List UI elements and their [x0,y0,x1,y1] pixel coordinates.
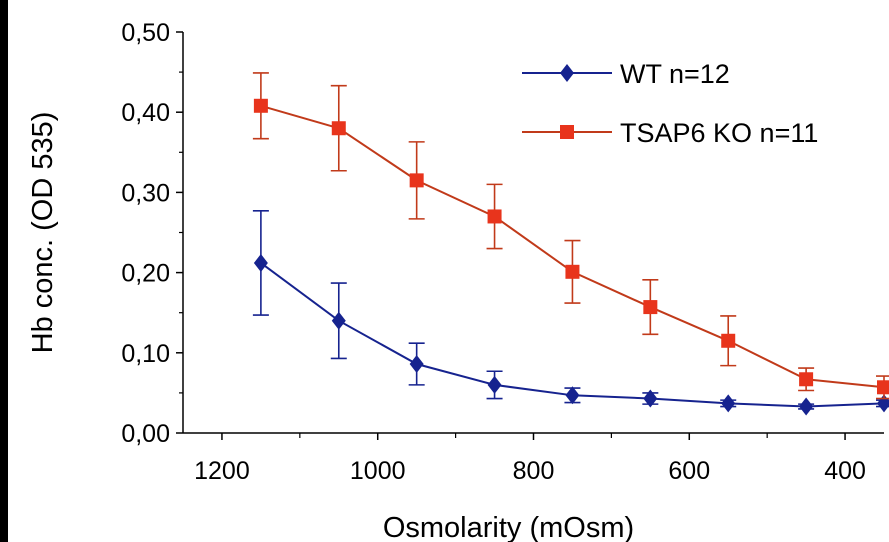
data-point [799,372,814,387]
data-point [331,121,346,136]
data-point [643,300,658,315]
x-tick-label: 1000 [350,457,406,485]
data-point [721,333,736,348]
x-axis-label: Osmolarity (mOsm) [383,512,634,542]
x-tick-label: 600 [668,457,710,485]
y-tick-label: 0,20 [121,260,170,288]
data-point [643,389,658,408]
y-tick-label: 0,00 [121,420,170,448]
axes-layer: 0,00 0,10 0,20 0,30 0,40 0,50 1200 1000 800 600 40… [121,19,884,485]
legend: WT n=12 TSAP6 KO n=11 [522,59,818,148]
data-point [799,397,814,416]
data-point [253,98,268,113]
series-wt [252,210,889,416]
x-tick-label: 800 [513,457,555,485]
data-point [409,173,424,188]
series-layer [252,72,889,416]
y-tick-label: 0,10 [121,340,170,368]
y-tick-label: 0,30 [121,179,170,207]
data-point [331,311,346,330]
data-point [877,380,889,395]
legend-item: WT n=12 [522,59,730,89]
legend-label: WT n=12 [620,59,730,89]
data-point [487,375,502,394]
data-point [253,253,268,272]
y-tick-label: 0,40 [121,99,170,127]
data-point [565,386,580,405]
x-tick-label: 400 [824,457,866,485]
legend-marker [560,125,574,139]
legend-label: TSAP6 KO n=11 [620,118,818,148]
y-axis-label: Hb conc. (OD 535) [27,112,59,354]
data-point [565,264,580,279]
series-tsap6-ko [252,72,889,400]
data-point [487,209,502,224]
data-point [409,355,424,374]
legend-marker [560,64,574,82]
legend-item: TSAP6 KO n=11 [522,118,818,148]
data-point [721,394,736,413]
x-tick-label: 1200 [194,457,250,485]
plot-background [8,0,889,542]
y-tick-label: 0,50 [121,19,170,47]
